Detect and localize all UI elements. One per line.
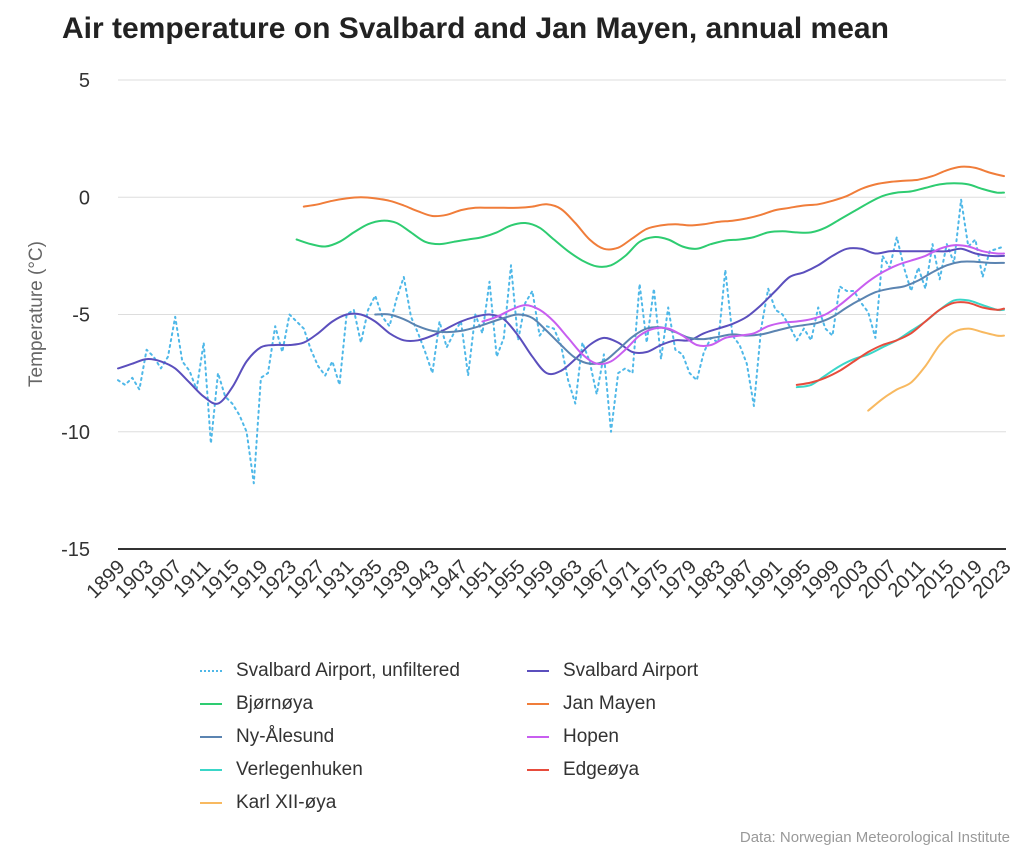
legend-label: Svalbard Airport [563, 660, 699, 681]
source-note: Data: Norwegian Meteorological Institute [739, 829, 1010, 846]
legend-item[interactable]: Svalbard Airport, unfiltered [200, 660, 527, 682]
legend-swatch [527, 736, 549, 738]
legend-swatch [527, 670, 549, 672]
y-tick-label: -10 [61, 422, 90, 444]
legend-item[interactable]: Verlegenhuken [200, 759, 527, 781]
legend-label: Svalbard Airport, unfiltered [236, 660, 460, 681]
legend-swatch [200, 670, 222, 672]
chart-title: Air temperature on Svalbard and Jan Maye… [62, 12, 889, 45]
series-line-hopen [481, 244, 1005, 366]
legend-swatch [200, 802, 222, 804]
legend-label: Karl XII-øya [236, 792, 337, 813]
legend-item[interactable]: Hopen [527, 726, 747, 748]
series-line-edge-ya [795, 301, 1005, 386]
legend-label: Hopen [563, 726, 619, 747]
legend-swatch [200, 769, 222, 771]
legend-label: Edgeøya [563, 759, 640, 780]
legend-item[interactable]: Svalbard Airport [527, 660, 747, 682]
y-tick-label: -5 [72, 305, 90, 327]
series-line-jan-mayen [302, 165, 1005, 251]
series-line-svalbard-airport [117, 247, 1005, 405]
legend-item[interactable]: Edgeøya [527, 759, 747, 781]
legend-label: Verlegenhuken [236, 759, 363, 780]
series-line-svalbard-airport-unfiltered [117, 198, 1005, 485]
legend-item[interactable]: Ny-Ålesund [200, 726, 527, 748]
chart-legend: Svalbard Airport, unfiltered Svalbard Air… [200, 660, 760, 814]
y-axis-label: Temperature (°C) [26, 241, 47, 387]
legend-swatch [200, 703, 222, 705]
series-line-bj-rn-ya [295, 182, 1005, 268]
legend-swatch [200, 736, 222, 738]
y-tick-label: -15 [61, 539, 90, 561]
legend-label: Ny-Ålesund [236, 726, 335, 747]
legend-item[interactable]: Karl XII-øya [200, 792, 527, 814]
y-tick-label: 5 [79, 70, 90, 92]
legend-label: Jan Mayen [563, 693, 656, 714]
legend-item[interactable]: Bjørnøya [200, 693, 527, 715]
series-line-verlegenhuken [795, 298, 1005, 389]
series-line-karl-xii-ya [867, 327, 1005, 412]
legend-label: Bjørnøya [236, 693, 314, 714]
legend-swatch [527, 703, 549, 705]
legend-swatch [527, 769, 549, 771]
legend-item[interactable]: Jan Mayen [527, 693, 747, 715]
series-line-ny-a-lesund [374, 260, 1005, 365]
y-tick-label: 0 [79, 187, 90, 209]
